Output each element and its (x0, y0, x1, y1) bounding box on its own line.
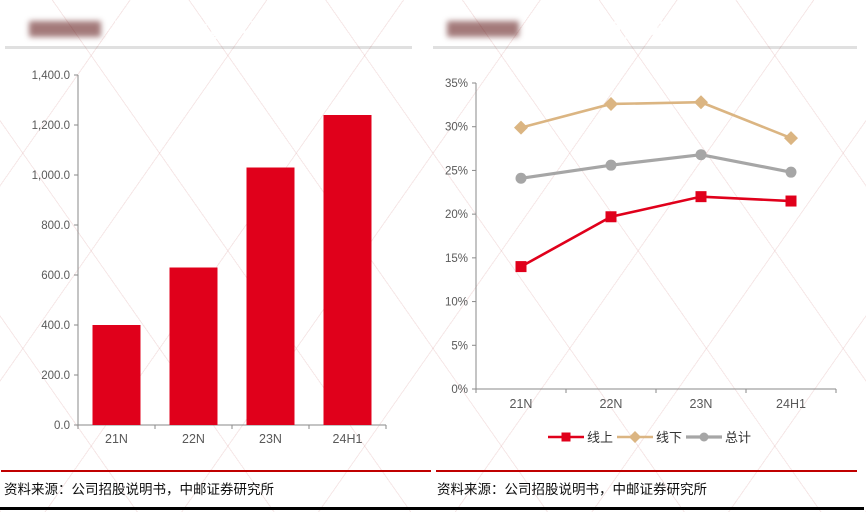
right-chart-title: 公司复购率及变化 (561, 20, 729, 42)
marker-线下 (694, 95, 708, 110)
marker-总计 (515, 172, 527, 184)
repurchase-rate-panel: 公司复购率及变化 0% 5% 10% 15% 20% 25% 30% 35% 21N 22N 23N… (433, 0, 866, 512)
y-tick-label: 30% (445, 122, 468, 134)
series-line-总计 (520, 153, 792, 180)
source-divider-rule (436, 470, 857, 472)
left-chart-title: 公司会员数量（万人） (103, 20, 314, 42)
right-source-text: 资料来源：公司招股说明书，中邮证券研究所 (437, 482, 707, 497)
legend-swatch (686, 432, 722, 441)
y-tick-label: 1,200.0 (32, 120, 70, 132)
y-tick-label: 25% (445, 165, 468, 177)
y-tick-label: 0.0 (54, 420, 70, 432)
source-divider-rule (1, 470, 431, 472)
redacted-figure-number (447, 21, 519, 37)
marker-线上 (695, 191, 707, 203)
bar-21N (92, 325, 141, 425)
legend-label: 线下 (655, 430, 682, 445)
y-tick-label: 15% (445, 253, 468, 265)
y-tick-label: 0% (451, 384, 468, 396)
marker-线上 (515, 261, 527, 273)
chart-legend: 线上 线下 总计 (433, 427, 866, 446)
marker-线下 (604, 96, 618, 111)
member-count-bar-chart: 0.0 200.0 400.0 600.0 800.0 1,000.0 1,200.0 1,4… (32, 70, 387, 446)
legend-marker-square (561, 432, 571, 441)
bar-22N (169, 267, 218, 425)
y-tick-label: 5% (451, 340, 468, 352)
legend-swatch (547, 432, 584, 441)
marker-线上 (605, 211, 617, 223)
y-tick-label: 10% (445, 297, 468, 309)
x-category-label: 21N (105, 432, 128, 446)
marker-总计 (785, 166, 797, 178)
y-tick-label: 600.0 (41, 270, 70, 282)
y-tick-label: 200.0 (41, 370, 70, 382)
y-tick-label: 1,000.0 (32, 170, 70, 182)
marker-总计 (695, 149, 707, 161)
y-tick-label: 1,400.0 (32, 70, 70, 82)
left-source-text: 资料来源：公司招股说明书，中邮证券研究所 (4, 482, 274, 497)
slide-bottom-border (0, 507, 864, 510)
redacted-figure-number (29, 21, 101, 37)
left-title-banner: 公司会员数量（万人） (5, 8, 412, 49)
marker-线下 (514, 120, 528, 135)
x-category-label: 22N (182, 432, 205, 446)
series-line-线下 (520, 100, 792, 140)
repurchase-rate-line-chart: 0% 5% 10% 15% 20% 25% 30% 35% 21N 22N 23N 24H1 (445, 78, 837, 411)
marker-线上 (785, 195, 797, 207)
y-tick-label: 20% (445, 209, 468, 221)
legend-marker-diamond (628, 430, 641, 443)
x-category-label: 23N (690, 397, 713, 411)
legend-swatch (616, 430, 653, 443)
x-category-label: 24H1 (776, 397, 806, 411)
legend-marker-circle (699, 432, 709, 441)
legend-item-线下: 线下 (616, 427, 682, 446)
bar-24H1 (323, 115, 372, 425)
legend-label: 线上 (586, 430, 613, 445)
right-title-banner: 公司复购率及变化 (433, 8, 857, 49)
x-category-label: 24H1 (333, 432, 363, 446)
y-tick-label: 400.0 (41, 320, 70, 332)
member-count-panel: 公司会员数量（万人） 0.0 200.0 400.0 600.0 800.0 1,000.… (1, 8, 431, 497)
marker-线下 (784, 131, 798, 146)
legend-item-总计: 总计 (686, 427, 751, 446)
bar-23N (246, 167, 295, 425)
legend-label: 总计 (725, 430, 752, 445)
y-tick-label: 800.0 (41, 220, 70, 232)
x-category-label: 22N (600, 397, 623, 411)
x-category-label: 21N (510, 397, 533, 411)
series-line-线上 (520, 195, 792, 268)
x-category-label: 23N (259, 432, 282, 446)
marker-总计 (605, 159, 617, 171)
legend-item-线上: 线上 (547, 427, 613, 446)
y-tick-label: 35% (445, 78, 468, 90)
